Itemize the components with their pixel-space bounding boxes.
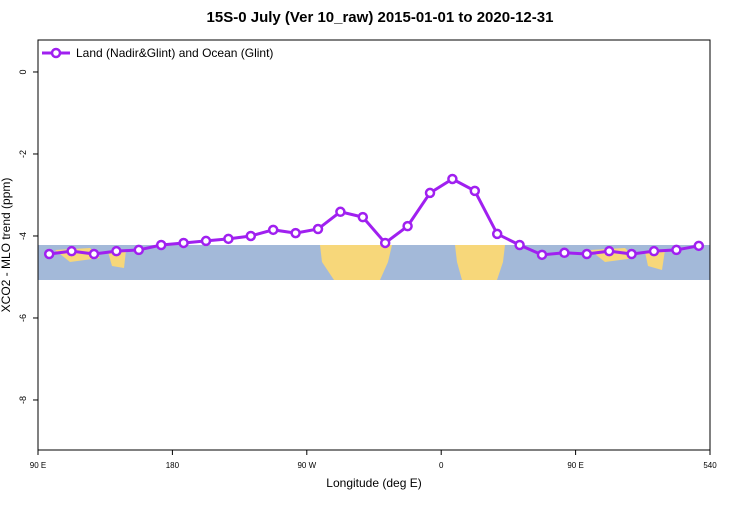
- chart-title: 15S-0 July (Ver 10_raw) 2015-01-01 to 20…: [207, 9, 554, 26]
- data-point: [626, 248, 637, 260]
- series-line: [49, 177, 700, 257]
- data-point: [559, 247, 570, 259]
- data-point: [357, 211, 369, 223]
- data-point: [200, 235, 212, 247]
- data-point: [335, 206, 346, 218]
- data-point: [223, 233, 234, 245]
- data-point: [469, 185, 481, 197]
- x-tick-label: 540: [703, 461, 717, 470]
- x-tick-label: 90 E: [567, 461, 583, 470]
- map-band: [38, 245, 710, 280]
- y-tick-label: -6: [18, 314, 28, 322]
- data-point: [88, 248, 100, 260]
- data-point: [491, 228, 503, 240]
- data-point: [155, 239, 167, 251]
- data-point: [66, 245, 77, 257]
- legend-label: Land (Nadir&Glint) and Ocean (Glint): [76, 46, 273, 60]
- data-point: [424, 187, 436, 199]
- data-point: [245, 230, 257, 242]
- data-point: [43, 248, 55, 260]
- data-point: [536, 249, 548, 261]
- data-point: [312, 223, 324, 235]
- x-tick-label: 180: [166, 461, 180, 470]
- data-point: [290, 227, 301, 239]
- y-tick-label: 0: [18, 69, 28, 74]
- data-point: [133, 244, 145, 256]
- x-tick-label: 0: [439, 461, 444, 470]
- y-tick-label: -4: [18, 232, 28, 240]
- data-point: [267, 224, 279, 236]
- data-point: [111, 245, 122, 257]
- data-point: [581, 248, 593, 260]
- data-point: [379, 237, 391, 249]
- y-tick-label: -8: [18, 396, 28, 404]
- x-axis-label: Longitude (deg E): [326, 476, 421, 490]
- plot-frame: [37, 39, 711, 451]
- data-point: [671, 244, 682, 256]
- data-point: [603, 245, 615, 257]
- x-tick-label: 90 E: [30, 461, 46, 470]
- data-point: [514, 239, 525, 251]
- data-point: [447, 173, 458, 185]
- y-tick-label: -2: [18, 150, 28, 158]
- data-point: [402, 220, 413, 232]
- x-tick-label: 90 W: [297, 461, 316, 470]
- legend-marker: [50, 47, 62, 59]
- y-axis-label: XCO2 - MLO trend (ppm): [0, 178, 13, 313]
- data-point: [178, 237, 189, 249]
- data-point: [693, 240, 705, 252]
- data-point: [648, 245, 660, 257]
